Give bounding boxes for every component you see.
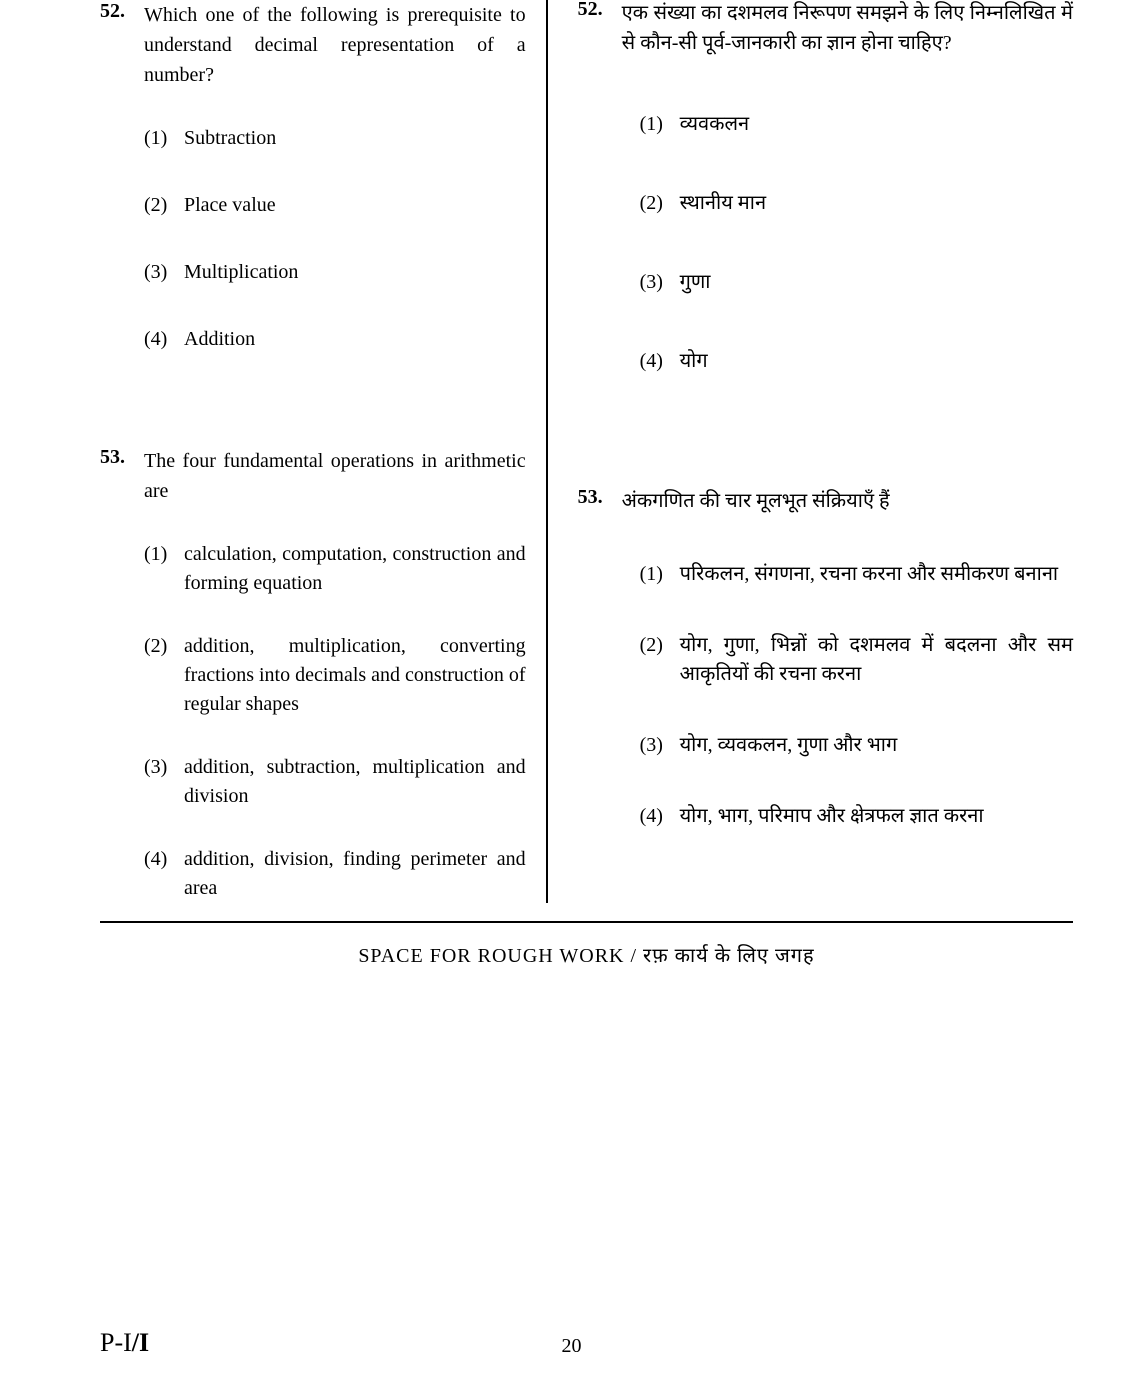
rough-work-label: SPACE FOR ROUGH WORK / रफ़ कार्य के लिए …	[100, 941, 1073, 968]
option-2: (2) स्थानीय मान	[640, 189, 1073, 218]
option-1: (1) Subtraction	[144, 124, 526, 153]
option-3: (3) योग, व्यवकलन, गुणा और भाग	[640, 731, 1073, 760]
options-list: (1) calculation, computation, constructi…	[144, 540, 526, 903]
option-4: (4) Addition	[144, 325, 526, 354]
options-list: (1) व्यवकलन (2) स्थानीय मान (3) गुणा (	[622, 110, 1073, 376]
question-number: 52.	[578, 0, 622, 406]
option-1: (1) calculation, computation, constructi…	[144, 540, 526, 598]
option-1: (1) परिकलन, संगणना, रचना करना और समीकरण …	[640, 560, 1073, 589]
option-3: (3) addition, subtraction, multi­plicati…	[144, 753, 526, 811]
option-text: Multiplication	[184, 258, 526, 287]
exam-page: 52. Which one of the following is prereq…	[0, 0, 1143, 968]
option-text: addition, multiplication, converting fra…	[184, 632, 526, 719]
question-text: एक संख्या का दशमलव निरूपण समझने के लिए न…	[622, 0, 1073, 58]
option-number: (4)	[144, 845, 184, 903]
option-number: (1)	[144, 124, 184, 153]
option-number: (3)	[640, 731, 680, 760]
option-text: Subtraction	[184, 124, 526, 153]
option-2: (2) addition, multiplication, converting…	[144, 632, 526, 719]
page-footer: P-I/I 20	[0, 1328, 1143, 1358]
option-3: (3) Multiplication	[144, 258, 526, 287]
option-text: योग	[680, 347, 1073, 376]
option-number: (1)	[144, 540, 184, 598]
question-text: अंकगणित की चार मूलभूत संक्रियाएँ हैं	[622, 486, 1073, 516]
option-number: (4)	[640, 802, 680, 831]
option-text: Place value	[184, 191, 526, 220]
question-number: 52.	[100, 0, 144, 384]
question-53-hi: 53. अंकगणित की चार मूलभूत संक्रियाएँ हैं…	[578, 486, 1073, 831]
options-list: (1) परिकलन, संगणना, रचना करना और समीकरण …	[622, 560, 1073, 831]
option-2: (2) योग, गुणा, भिन्नों को दशमलव में बदलन…	[640, 631, 1073, 689]
option-number: (3)	[640, 268, 680, 297]
option-2: (2) Place value	[144, 191, 526, 220]
option-number: (1)	[640, 560, 680, 589]
option-text: गुणा	[680, 268, 1073, 297]
option-text: addition, subtraction, multi­plication a…	[184, 753, 526, 811]
option-number: (2)	[144, 191, 184, 220]
two-column-layout: 52. Which one of the following is prereq…	[100, 0, 1073, 923]
hindi-column: 52. एक संख्या का दशमलव निरूपण समझने के ल…	[548, 0, 1073, 903]
question-53-en: 53. The four fundamental operations in a…	[100, 446, 526, 903]
question-body: एक संख्या का दशमलव निरूपण समझने के लिए न…	[622, 0, 1073, 406]
question-body: अंकगणित की चार मूलभूत संक्रियाएँ हैं (1)…	[622, 486, 1073, 831]
question-text: The four fundamental operations in arith…	[144, 446, 526, 506]
option-text: योग, व्यवकलन, गुणा और भाग	[680, 731, 1073, 760]
option-text: addition, division, finding peri­meter a…	[184, 845, 526, 903]
english-column: 52. Which one of the following is prereq…	[100, 0, 548, 903]
option-4: (4) योग	[640, 347, 1073, 376]
question-52-en: 52. Which one of the following is prereq…	[100, 0, 526, 384]
option-text: calculation, computation, construction a…	[184, 540, 526, 598]
question-text: Which one of the following is prerequisi…	[144, 0, 526, 90]
options-list: (1) Subtraction (2) Place value (3) Mult…	[144, 124, 526, 354]
option-number: (2)	[640, 189, 680, 218]
question-number: 53.	[100, 446, 144, 903]
option-1: (1) व्यवकलन	[640, 110, 1073, 139]
option-number: (3)	[144, 753, 184, 811]
option-4: (4) addition, division, finding peri­met…	[144, 845, 526, 903]
option-number: (2)	[640, 631, 680, 689]
option-text: योग, भाग, परिमाप और क्षेत्रफल ज्ञात करना	[680, 802, 1073, 831]
question-body: The four fundamental operations in arith…	[144, 446, 526, 903]
question-52-hi: 52. एक संख्या का दशमलव निरूपण समझने के ल…	[578, 0, 1073, 406]
option-number: (2)	[144, 632, 184, 719]
question-body: Which one of the following is prerequisi…	[144, 0, 526, 384]
paper-code: P-I/I	[100, 1328, 149, 1357]
option-number: (4)	[144, 325, 184, 354]
option-number: (4)	[640, 347, 680, 376]
option-number: (1)	[640, 110, 680, 139]
option-4: (4) योग, भाग, परिमाप और क्षेत्रफल ज्ञात …	[640, 802, 1073, 831]
question-number: 53.	[578, 486, 622, 831]
option-text: व्यवकलन	[680, 110, 1073, 139]
page-number: 20	[562, 1335, 582, 1358]
option-3: (3) गुणा	[640, 268, 1073, 297]
option-text: Addition	[184, 325, 526, 354]
option-number: (3)	[144, 258, 184, 287]
option-text: परिकलन, संगणना, रचना करना और समीकरण बनान…	[680, 560, 1073, 589]
option-text: स्थानीय मान	[680, 189, 1073, 218]
option-text: योग, गुणा, भिन्नों को दशमलव में बदलना और…	[680, 631, 1073, 689]
